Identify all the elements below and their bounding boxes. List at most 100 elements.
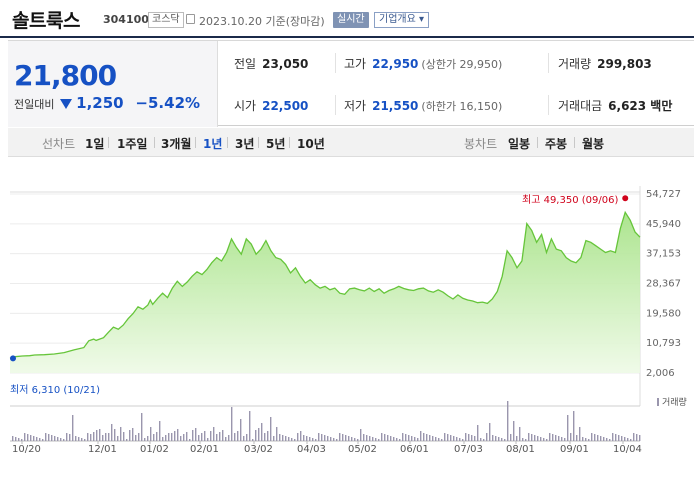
price-chart[interactable]: 54,727 45,940 37,153 28,367 19,580 10,793 2,00… <box>0 158 694 478</box>
x-tick-label: 02/01 <box>190 444 219 455</box>
period-10y[interactable]: 10년 <box>297 137 325 151</box>
volume-bar <box>471 435 473 441</box>
company-info-dropdown[interactable]: 기업개요 ▾ <box>374 12 429 28</box>
volume-bar <box>105 433 107 441</box>
volume-bar <box>114 429 116 441</box>
volume-bar <box>549 433 551 441</box>
x-tick-label: 09/01 <box>560 444 589 455</box>
volume-bar <box>108 433 110 441</box>
volume-bar <box>189 439 191 441</box>
volume-bar <box>99 429 101 441</box>
candle-weekly[interactable]: 주봉 <box>545 137 568 151</box>
period-1d[interactable]: 1일 <box>85 137 105 151</box>
volume-bar <box>60 438 62 441</box>
volume-bar <box>186 432 188 441</box>
candle-monthly[interactable]: 월봉 <box>582 137 605 151</box>
volume-bar <box>402 433 404 441</box>
volume-bar <box>87 433 89 441</box>
volume-bar <box>582 437 584 441</box>
volume-bar <box>153 434 155 441</box>
period-1w[interactable]: 1주일 <box>117 137 148 151</box>
volume-bar <box>432 436 434 441</box>
volume-bar <box>534 435 536 441</box>
volume-bar <box>12 436 14 441</box>
current-price-box: 21,800 전일대비 1,250 −5.42% <box>8 41 218 127</box>
min-marker <box>10 355 16 362</box>
volume-bar <box>36 437 38 441</box>
volume-bar <box>339 433 341 441</box>
volume-bar <box>621 436 623 441</box>
volume-bar <box>300 431 302 441</box>
volume-bar <box>312 438 314 441</box>
x-tick-label: 07/03 <box>454 444 483 455</box>
volume-bar <box>492 435 494 441</box>
volume-legend-mark <box>657 398 659 406</box>
change-amount: 1,250 <box>76 94 124 112</box>
stat-amount: 거래대금 6,623 백만 <box>558 97 672 114</box>
period-1y[interactable]: 1년 <box>203 137 223 151</box>
candle-daily[interactable]: 일봉 <box>508 137 531 151</box>
volume-bar <box>426 434 428 441</box>
volume-bar <box>567 415 569 441</box>
volume-bar <box>57 437 59 441</box>
x-tick-label: 03/02 <box>244 444 273 455</box>
stat-prev-close: 전일 23,050 <box>234 55 308 72</box>
volume-bar <box>207 438 209 441</box>
volume-bar <box>597 435 599 441</box>
stat-value: 22,500 <box>262 99 309 113</box>
volume-bar <box>84 439 86 441</box>
volume-bar <box>63 439 65 441</box>
volume-bar <box>495 436 497 441</box>
volume-bar <box>387 435 389 441</box>
volume-bar <box>171 433 173 441</box>
separator <box>537 137 538 148</box>
volume-bar <box>117 436 119 441</box>
volume-label: 거래량 <box>662 396 687 408</box>
stock-header: 솔트룩스 304100 코스닥 2023.10.20 기준(장마감) 실시간 기… <box>0 0 694 38</box>
stat-label: 거래량 <box>558 57 592 71</box>
chart-period-bar: 선차트 1일 1주일 3개월 1년 3년 5년 10년 봉차트 일봉 주봉 월봉 <box>8 128 694 157</box>
volume-bar <box>192 430 194 441</box>
volume-bar <box>516 436 518 441</box>
realtime-button[interactable]: 실시간 <box>333 12 369 28</box>
period-5y[interactable]: 5년 <box>266 137 286 151</box>
volume-bar <box>522 438 524 441</box>
volume-bar <box>81 438 83 441</box>
volume-bar <box>564 438 566 441</box>
separator <box>227 137 228 148</box>
volume-bar <box>198 435 200 441</box>
volume-bar <box>315 439 317 441</box>
separator <box>258 137 259 148</box>
volume-bar <box>396 438 398 441</box>
y-tick-label: 37,153 <box>646 249 681 260</box>
volume-bar <box>630 439 632 441</box>
divider <box>335 95 336 115</box>
volume-bar <box>234 433 236 441</box>
volume-bar <box>546 439 548 441</box>
volume-bar <box>318 433 320 441</box>
volume-bar <box>285 436 287 441</box>
volume-bar <box>264 433 266 441</box>
volume-bar <box>120 427 122 441</box>
volume-bar <box>543 438 545 441</box>
volume-bar <box>420 431 422 441</box>
volume-bar <box>129 430 131 441</box>
volume-bar <box>351 437 353 441</box>
x-tick-label: 08/01 <box>506 444 535 455</box>
volume-bar <box>459 438 461 441</box>
volume-bar <box>360 429 362 441</box>
divider <box>548 53 549 73</box>
x-tick-label: 10/20 <box>12 444 41 455</box>
volume-bar <box>246 434 248 441</box>
volume-bar <box>510 434 512 441</box>
volume-bar <box>303 435 305 441</box>
price-chart-svg[interactable]: 54,727 45,940 37,153 28,367 19,580 10,793 2,00… <box>0 158 694 478</box>
volume-bar <box>474 436 476 441</box>
chart-markers <box>10 195 629 362</box>
volume-bar <box>528 433 530 441</box>
period-3m[interactable]: 3개월 <box>161 137 192 151</box>
stat-label: 거래대금 <box>558 99 603 113</box>
y-tick-label: 28,367 <box>646 278 681 289</box>
period-3y[interactable]: 3년 <box>235 137 255 151</box>
volume-bar <box>447 434 449 441</box>
